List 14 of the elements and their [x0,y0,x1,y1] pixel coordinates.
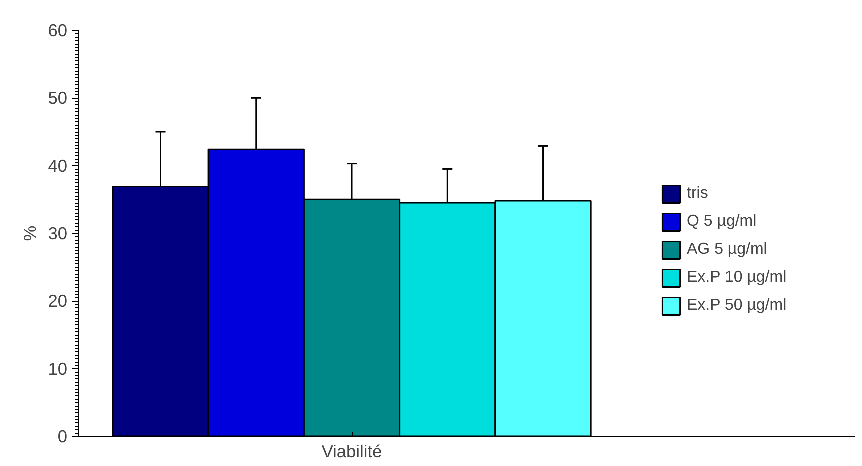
legend-label: AG 5 µg/ml [687,241,768,259]
y-tick-label: 40 [48,156,68,176]
legend-label: Q 5 µg/ml [687,213,757,231]
legend-label: tris [687,185,708,203]
legend-label: Ex.P 50 µg/ml [687,297,787,315]
legend-label: Ex.P 10 µg/ml [687,269,787,287]
x-tick-label: Viabilité [322,442,382,462]
y-tick-label: 30 [48,224,68,244]
y-axis-title: % [20,226,40,242]
y-tick-label: 0 [58,426,68,446]
y-tick-label: 20 [48,291,68,312]
y-tick-label: 50 [48,88,68,108]
y-tick-label: 60 [48,20,68,40]
y-tick-label: 10 [48,358,68,379]
